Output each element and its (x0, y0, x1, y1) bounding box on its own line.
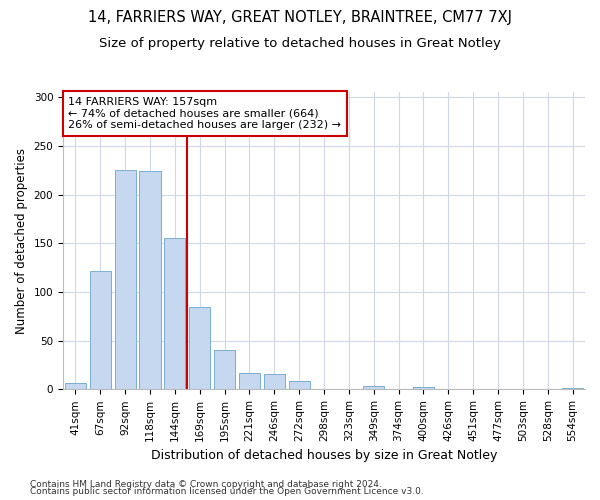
Bar (239, 373, 260, 390)
Text: Contains HM Land Registry data © Crown copyright and database right 2024.: Contains HM Land Registry data © Crown c… (30, 480, 382, 489)
Text: 14, FARRIERS WAY, GREAT NOTLEY, BRAINTREE, CM77 7XJ: 14, FARRIERS WAY, GREAT NOTLEY, BRAINTRE… (88, 10, 512, 25)
Bar (363, 386, 384, 390)
Bar (164, 238, 185, 390)
Bar (65, 382, 86, 390)
Bar (264, 374, 285, 390)
Bar (115, 170, 136, 390)
Bar (139, 172, 161, 390)
Y-axis label: Number of detached properties: Number of detached properties (15, 148, 28, 334)
Text: Size of property relative to detached houses in Great Notley: Size of property relative to detached ho… (99, 38, 501, 51)
Bar (562, 388, 583, 390)
Bar (214, 350, 235, 390)
Text: Contains public sector information licensed under the Open Government Licence v3: Contains public sector information licen… (30, 488, 424, 496)
Bar (189, 306, 210, 390)
Bar (289, 380, 310, 390)
Bar (413, 388, 434, 390)
X-axis label: Distribution of detached houses by size in Great Notley: Distribution of detached houses by size … (151, 450, 497, 462)
Bar (90, 270, 111, 390)
Text: 14 FARRIERS WAY: 157sqm
← 74% of detached houses are smaller (664)
26% of semi-d: 14 FARRIERS WAY: 157sqm ← 74% of detache… (68, 97, 341, 130)
